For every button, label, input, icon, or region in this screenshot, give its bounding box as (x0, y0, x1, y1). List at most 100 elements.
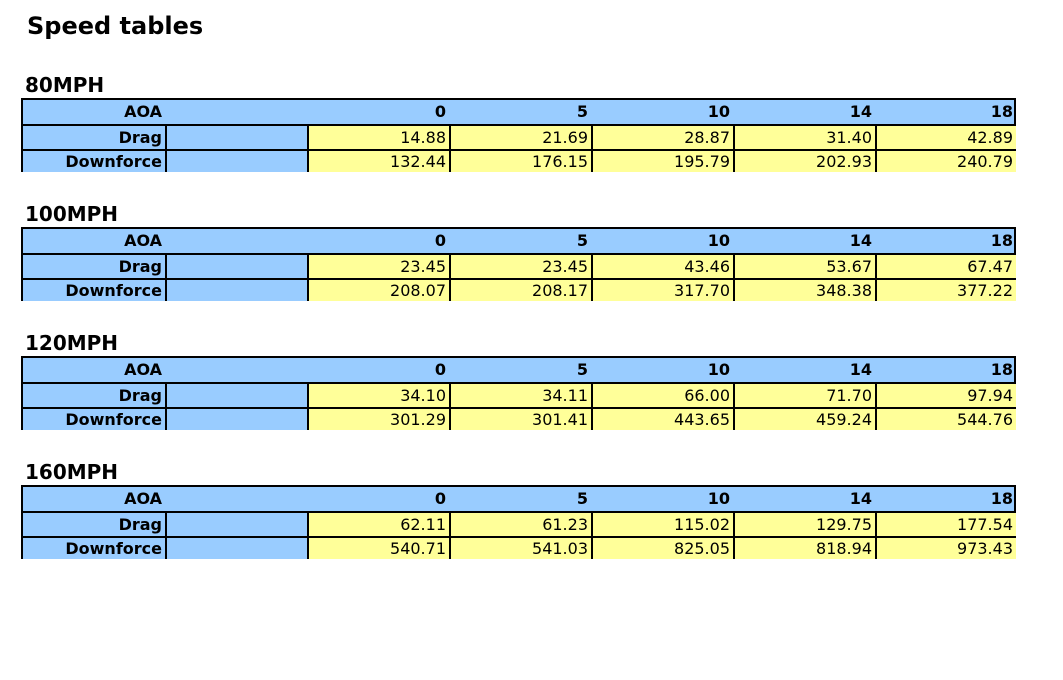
downforce-value: 459.24 (733, 409, 875, 430)
aoa-label: AOA (124, 489, 162, 508)
downforce-value: 973.43 (875, 538, 1016, 559)
empty-cell (165, 151, 307, 172)
table-header-row: AOA 0 5 10 14 18 (23, 229, 1014, 253)
drag-value: 43.46 (591, 255, 733, 278)
empty-cell (165, 409, 307, 430)
section-title: 80MPH (25, 73, 105, 97)
downforce-value: 301.41 (449, 409, 591, 430)
drag-value: 23.45 (449, 255, 591, 278)
downforce-label: Downforce (23, 409, 165, 430)
empty-cell (165, 126, 307, 149)
table-header-row: AOA 0 5 10 14 18 (23, 100, 1014, 124)
speed-table: AOA 0 5 10 14 18 Drag 62.11 61.23 115.02 129.75 177… (21, 485, 1016, 559)
aoa-value: 5 (576, 360, 588, 379)
downforce-label: Downforce (23, 151, 165, 172)
downforce-value: 540.71 (307, 538, 449, 559)
downforce-value: 208.07 (307, 280, 449, 301)
drag-value: 34.10 (307, 384, 449, 407)
downforce-value: 195.79 (591, 151, 733, 172)
drag-value: 28.87 (591, 126, 733, 149)
drag-value: 97.94 (875, 384, 1016, 407)
aoa-label: AOA (124, 360, 162, 379)
downforce-label: Downforce (23, 538, 165, 559)
aoa-value: 18 (990, 102, 1013, 121)
table-row-drag: Drag 34.10 34.11 66.00 71.70 97.94 (23, 382, 1016, 407)
drag-value: 23.45 (307, 255, 449, 278)
aoa-label: AOA (124, 231, 162, 250)
empty-cell (165, 513, 307, 536)
drag-value: 71.70 (733, 384, 875, 407)
aoa-value: 0 (434, 231, 446, 250)
drag-value: 67.47 (875, 255, 1016, 278)
downforce-value: 544.76 (875, 409, 1016, 430)
drag-value: 62.11 (307, 513, 449, 536)
aoa-value: 18 (990, 231, 1013, 250)
downforce-value: 317.70 (591, 280, 733, 301)
drag-value: 115.02 (591, 513, 733, 536)
drag-value: 61.23 (449, 513, 591, 536)
page-title: Speed tables (27, 12, 204, 40)
downforce-value: 348.38 (733, 280, 875, 301)
downforce-value: 202.93 (733, 151, 875, 172)
drag-value: 42.89 (875, 126, 1016, 149)
speed-table: AOA 0 5 10 14 18 Drag 34.10 34.11 66.00 71.70 97.94… (21, 356, 1016, 430)
empty-cell (165, 255, 307, 278)
drag-value: 31.40 (733, 126, 875, 149)
drag-value: 34.11 (449, 384, 591, 407)
drag-value: 177.54 (875, 513, 1016, 536)
drag-label: Drag (23, 384, 165, 407)
aoa-value: 10 (707, 231, 730, 250)
table-row-downforce: Downforce 540.71 541.03 825.05 818.94 973.43 (23, 536, 1016, 559)
drag-label: Drag (23, 126, 165, 149)
aoa-value: 14 (849, 102, 872, 121)
empty-cell (165, 538, 307, 559)
aoa-value: 14 (849, 360, 872, 379)
table-header-row: AOA 0 5 10 14 18 (23, 487, 1014, 511)
downforce-value: 132.44 (307, 151, 449, 172)
aoa-value: 0 (434, 360, 446, 379)
speed-table: AOA 0 5 10 14 18 Drag 23.45 23.45 43.46 53.67 67.47… (21, 227, 1016, 301)
section-title: 120MPH (25, 331, 119, 355)
downforce-value: 541.03 (449, 538, 591, 559)
drag-value: 129.75 (733, 513, 875, 536)
aoa-value: 0 (434, 102, 446, 121)
downforce-value: 208.17 (449, 280, 591, 301)
drag-value: 14.88 (307, 126, 449, 149)
drag-value: 21.69 (449, 126, 591, 149)
table-header-row: AOA 0 5 10 14 18 (23, 358, 1014, 382)
drag-label: Drag (23, 255, 165, 278)
downforce-value: 176.15 (449, 151, 591, 172)
empty-cell (165, 280, 307, 301)
downforce-value: 377.22 (875, 280, 1016, 301)
aoa-value: 5 (576, 231, 588, 250)
downforce-label: Downforce (23, 280, 165, 301)
aoa-value: 10 (707, 489, 730, 508)
aoa-value: 10 (707, 102, 730, 121)
downforce-value: 240.79 (875, 151, 1016, 172)
aoa-label: AOA (124, 102, 162, 121)
aoa-value: 18 (990, 489, 1013, 508)
table-row-drag: Drag 62.11 61.23 115.02 129.75 177.54 (23, 511, 1016, 536)
table-row-downforce: Downforce 301.29 301.41 443.65 459.24 544.76 (23, 407, 1016, 430)
aoa-value: 14 (849, 231, 872, 250)
drag-label: Drag (23, 513, 165, 536)
drag-value: 53.67 (733, 255, 875, 278)
aoa-value: 18 (990, 360, 1013, 379)
table-row-downforce: Downforce 208.07 208.17 317.70 348.38 377.22 (23, 278, 1016, 301)
section-title: 100MPH (25, 202, 119, 226)
aoa-value: 14 (849, 489, 872, 508)
table-row-drag: Drag 14.88 21.69 28.87 31.40 42.89 (23, 124, 1016, 149)
downforce-value: 825.05 (591, 538, 733, 559)
downforce-value: 818.94 (733, 538, 875, 559)
table-row-drag: Drag 23.45 23.45 43.46 53.67 67.47 (23, 253, 1016, 278)
aoa-value: 0 (434, 489, 446, 508)
downforce-value: 301.29 (307, 409, 449, 430)
aoa-value: 10 (707, 360, 730, 379)
aoa-value: 5 (576, 102, 588, 121)
aoa-value: 5 (576, 489, 588, 508)
table-row-downforce: Downforce 132.44 176.15 195.79 202.93 240.79 (23, 149, 1016, 172)
empty-cell (165, 384, 307, 407)
section-title: 160MPH (25, 460, 119, 484)
downforce-value: 443.65 (591, 409, 733, 430)
speed-table: AOA 0 5 10 14 18 Drag 14.88 21.69 28.87 31.40 42.89… (21, 98, 1016, 172)
